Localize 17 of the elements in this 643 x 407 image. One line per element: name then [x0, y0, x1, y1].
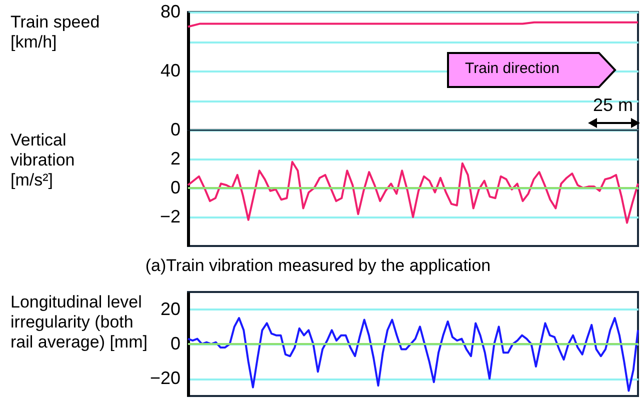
- y-tick-label: 0: [170, 120, 180, 140]
- y-axis-title: Longitudinal level irregularity (both rail average) [mm]: [10, 292, 148, 352]
- y-axis-title: Train speed [km/h]: [10, 12, 100, 52]
- y-tick-label: 0: [170, 334, 180, 354]
- y-tick-label: 20: [160, 298, 180, 319]
- y-tick-label: −2: [160, 206, 180, 226]
- text: (a)Train vibration measured by the application: [145, 256, 491, 275]
- line-series: [187, 160, 639, 224]
- line-series: [187, 317, 639, 392]
- y-tick-label: −20: [150, 368, 180, 388]
- y-tick-label: 2: [170, 148, 180, 168]
- annotation: 25 m: [593, 95, 634, 116]
- y-tick-label: 80: [160, 2, 180, 22]
- y-tick-label: 0: [170, 178, 180, 198]
- y-tick-label: 40: [160, 60, 180, 80]
- y-axis-title: Vertical vibration [m/s²]: [10, 130, 75, 190]
- annotation: Train direction: [465, 60, 560, 77]
